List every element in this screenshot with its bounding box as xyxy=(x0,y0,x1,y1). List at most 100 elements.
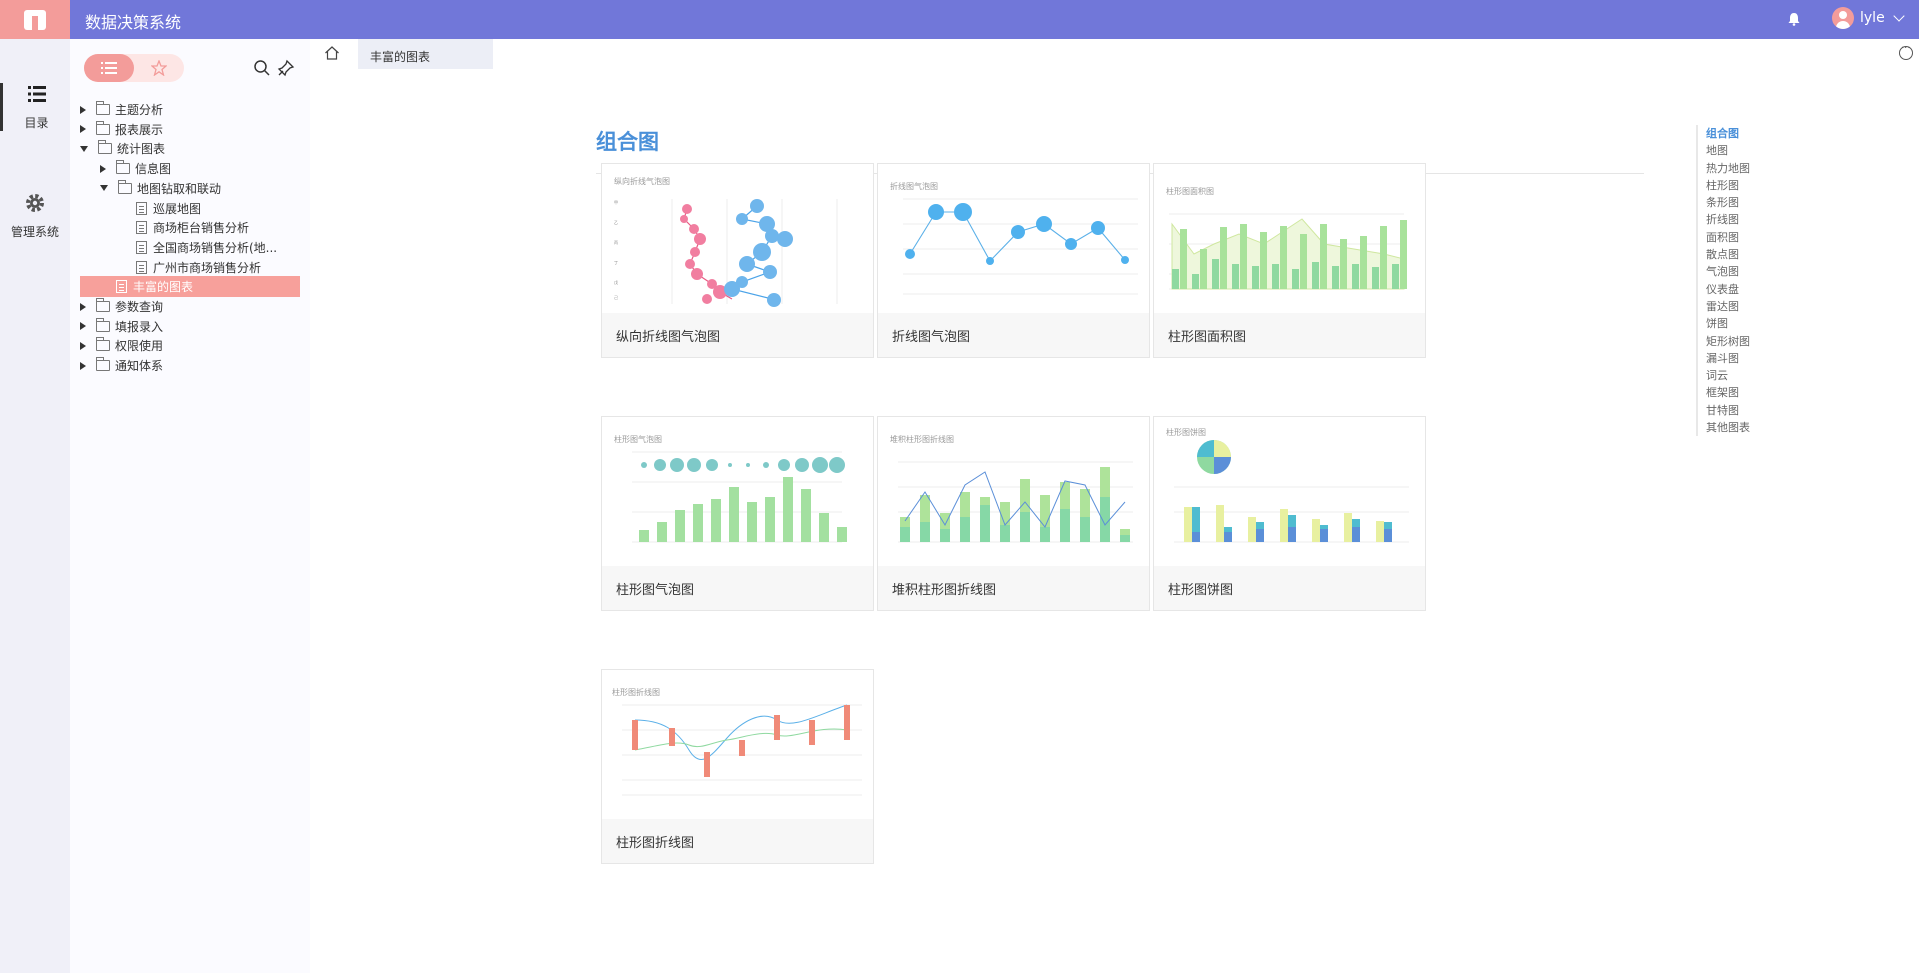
section-index-item[interactable]: 组合图 xyxy=(1706,127,1739,140)
section-index-item[interactable]: 仪表盘 xyxy=(1706,282,1739,296)
tree-item-label: 信息图 xyxy=(135,162,172,177)
nav-management[interactable]: 管理系统 xyxy=(0,192,70,240)
section-index-item[interactable]: 其他图表 xyxy=(1706,421,1750,435)
chart-card-label: 柱形图面积图 xyxy=(1154,313,1425,357)
svg-text:丙: 丙 xyxy=(614,240,618,245)
section-index-item[interactable]: 散点图 xyxy=(1706,248,1739,262)
section-index-item[interactable]: 面积图 xyxy=(1706,230,1739,244)
gear-icon xyxy=(26,194,44,212)
list-view-button[interactable] xyxy=(84,54,134,82)
tree-item-label: 广州市商场销售分析 xyxy=(153,260,262,275)
section-index-item[interactable]: 饼图 xyxy=(1706,317,1728,331)
main-content: 组合图 纵向折线气泡图 甲乙丙丁戊己 纵向折线图气泡图 折线图气泡图 xyxy=(310,69,1919,973)
folder-icon xyxy=(116,160,130,175)
chart-card[interactable]: 折线图气泡图 折线图气泡图 xyxy=(877,163,1150,358)
section-index-item[interactable]: 地图 xyxy=(1706,144,1728,158)
document-icon xyxy=(136,240,147,254)
catalog-sidebar: 主题分析报表展示 统计图表信息图 地图钻取和联动巡展地图 商场柜台销售分析 全国商场销售… xyxy=(70,39,310,973)
tree-item-label: 参数查询 xyxy=(115,300,164,314)
tree-item[interactable]: 权限使用 xyxy=(80,335,300,356)
folder-icon xyxy=(96,357,110,372)
section-index-item[interactable]: 热力地图 xyxy=(1706,161,1750,175)
chart-thumbnail: 柱形图气泡图 xyxy=(602,417,873,566)
tree-item[interactable]: 信息图 xyxy=(80,158,300,179)
chart-card-label: 柱形图饼图 xyxy=(1154,566,1425,610)
caret-right-icon[interactable] xyxy=(80,302,86,311)
user-menu[interactable]: lyle xyxy=(1832,7,1905,29)
thumbnail-title: 柱形图面积图 xyxy=(1166,186,1214,196)
chart-card-label: 柱形图气泡图 xyxy=(602,566,873,610)
tree-item[interactable]: 地图钻取和联动 xyxy=(80,178,300,199)
locate-icon[interactable] xyxy=(277,59,295,77)
page-title: 组合图 xyxy=(596,130,659,154)
chart-card[interactable]: 柱形图面积图 柱形图面积图 xyxy=(1153,163,1426,358)
tree-item-label: 填报录入 xyxy=(115,319,164,334)
section-index-item[interactable]: 漏斗图 xyxy=(1706,351,1739,365)
section-index-item[interactable]: 甘特图 xyxy=(1706,403,1739,417)
svg-text:己: 己 xyxy=(614,295,618,300)
caret-right-icon[interactable] xyxy=(80,322,86,331)
tree-item[interactable]: 报表展示 xyxy=(80,119,300,140)
caret-right-icon[interactable] xyxy=(100,164,106,173)
caret-right-icon[interactable] xyxy=(80,125,86,134)
folder-icon xyxy=(118,179,132,194)
tree-item[interactable]: 广州市商场销售分析 xyxy=(80,257,300,278)
chart-card[interactable]: 柱形图气泡图 柱形图气泡图 xyxy=(601,416,874,611)
tree-item[interactable]: 主题分析 xyxy=(80,99,300,120)
app-logo[interactable] xyxy=(0,0,70,39)
tree-item[interactable]: 巡展地图 xyxy=(80,198,300,219)
favorites-button[interactable] xyxy=(134,54,184,82)
section-index-item[interactable]: 词云 xyxy=(1706,369,1728,383)
section-index-item[interactable]: 柱形图 xyxy=(1706,178,1739,192)
tab-rich-charts[interactable]: 丰富的图表 xyxy=(358,39,493,69)
chart-card[interactable]: 柱形图饼图 柱形图饼图 xyxy=(1153,416,1426,611)
tree-item-label: 巡展地图 xyxy=(153,201,202,216)
thumbnail-title: 柱形图折线图 xyxy=(612,687,660,697)
chart-card[interactable]: 纵向折线气泡图 甲乙丙丁戊己 纵向折线图气泡图 xyxy=(601,163,874,358)
section-index-item[interactable]: 折线图 xyxy=(1706,213,1739,227)
tree-item[interactable]: 全国商场销售分析(地... xyxy=(80,237,300,258)
search-icon[interactable] xyxy=(253,59,271,77)
chart-thumbnail: 纵向折线气泡图 甲乙丙丁戊己 xyxy=(602,164,873,313)
tree-item[interactable]: 通知体系 xyxy=(80,355,300,376)
folder-icon xyxy=(96,101,110,115)
tree-item[interactable]: 填报录入 xyxy=(80,316,300,337)
chart-card[interactable]: 柱形图折线图 柱形图折线图 xyxy=(601,669,874,864)
chart-card-label: 柱形图折线图 xyxy=(602,819,873,863)
caret-down-icon[interactable] xyxy=(100,185,108,192)
section-index-item[interactable]: 条形图 xyxy=(1706,196,1739,210)
tree-item[interactable]: 丰富的图表 xyxy=(80,276,300,298)
logo-icon xyxy=(24,9,46,30)
svg-text:甲: 甲 xyxy=(614,200,618,205)
tree-item-label: 主题分析 xyxy=(115,103,164,117)
caret-right-icon[interactable] xyxy=(80,341,86,350)
home-icon[interactable] xyxy=(324,45,340,61)
caret-right-icon[interactable] xyxy=(80,361,86,370)
tree-item[interactable]: 商场柜台销售分析 xyxy=(80,217,300,238)
svg-text:戊: 戊 xyxy=(614,279,618,285)
tree-item[interactable]: 参数查询 xyxy=(80,296,300,317)
avatar xyxy=(1832,7,1854,29)
thumbnail-title: 堆积柱形图折线图 xyxy=(890,434,954,444)
chart-card[interactable]: 堆积柱形图折线图 堆积柱形图折线图 xyxy=(877,416,1150,611)
document-icon xyxy=(136,260,147,274)
section-index-item[interactable]: 矩形树图 xyxy=(1706,334,1750,348)
chart-card-label: 折线图气泡图 xyxy=(878,313,1149,357)
left-nav: 目录 管理系统 xyxy=(0,39,70,973)
section-index-item[interactable]: 气泡图 xyxy=(1706,265,1739,279)
nav-catalog-label: 目录 xyxy=(24,116,49,130)
tree-item[interactable]: 统计图表 xyxy=(80,138,300,159)
thumbnail-title: 折线图气泡图 xyxy=(890,181,938,191)
section-index-item[interactable]: 雷达图 xyxy=(1706,299,1739,313)
folder-icon xyxy=(98,140,112,155)
thumbnail-title: 纵向折线气泡图 xyxy=(614,176,670,186)
more-icon[interactable] xyxy=(1899,43,1913,60)
caret-down-icon[interactable] xyxy=(80,145,88,152)
caret-right-icon[interactable] xyxy=(80,105,86,114)
chart-thumbnail: 折线图气泡图 xyxy=(878,164,1149,313)
top-bar: 数据决策系统 lyle xyxy=(0,0,1919,39)
nav-management-label: 管理系统 xyxy=(10,225,59,239)
bell-icon[interactable] xyxy=(1787,12,1801,26)
section-index-item[interactable]: 框架图 xyxy=(1706,386,1739,400)
nav-catalog[interactable]: 目录 xyxy=(0,83,70,131)
